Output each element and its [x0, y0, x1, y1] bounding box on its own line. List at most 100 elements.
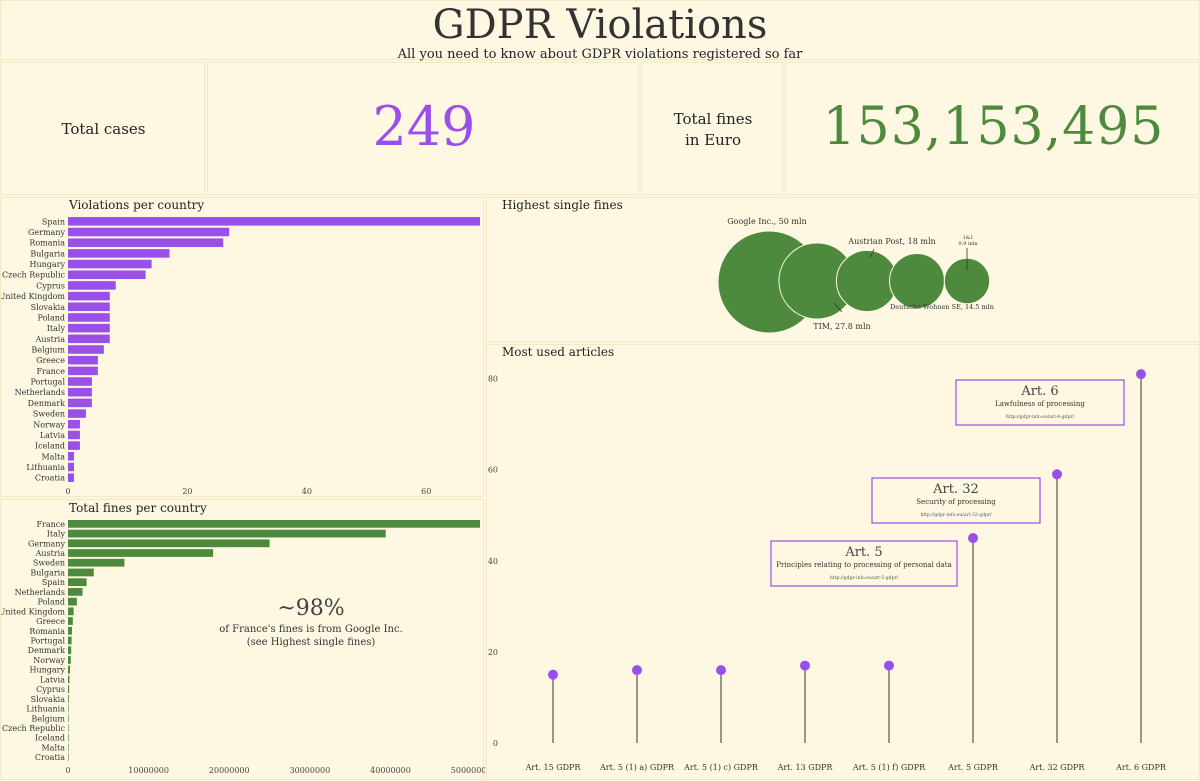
fines-bar: [68, 694, 69, 703]
fines-category-label: Cyprus: [36, 685, 65, 694]
article-callout-title: Art. 32: [932, 482, 979, 497]
violations-category-label: Iceland: [35, 442, 65, 451]
violations-tick-label: 0: [65, 487, 70, 496]
fines-bar: [68, 743, 69, 752]
bubble-label-deutsche-wohnen: Deutsche Wohnen SE, 14.5 mln: [890, 303, 994, 311]
bubble-label-1and1-value: 9.9 mln: [958, 241, 978, 247]
violations-bar: [68, 366, 98, 376]
fines-bar: [68, 607, 74, 616]
fines-category-label: Greece: [36, 617, 65, 626]
fines-category-label: Croatia: [35, 753, 65, 762]
total-fines-per-country-chart: FranceItalyGermanyAustriaSwedenBulgariaS…: [1, 520, 485, 775]
fines-tick-label: 40000000: [370, 766, 411, 775]
articles-y-tick-label: 20: [488, 648, 498, 657]
violations-category-label: Netherlands: [15, 388, 65, 397]
fines-category-label: Denmark: [28, 646, 65, 655]
violations-bar: [68, 334, 110, 344]
fines-tick-label: 0: [65, 766, 70, 775]
fines-chart-title: Total fines per country: [69, 501, 207, 515]
article-category-label: Art. 5 (1) a) GDPR: [599, 763, 675, 772]
fines-bar: [68, 617, 73, 625]
fines-category-label: Austria: [35, 549, 66, 558]
violations-bar: [68, 441, 80, 450]
fines-category-label: Lithuania: [26, 705, 65, 714]
violations-bar: [68, 227, 230, 237]
violations-bar: [68, 302, 110, 312]
violations-category-label: Belgium: [31, 346, 65, 355]
violations-bar: [68, 323, 110, 333]
articles-y-tick-label: 40: [488, 557, 498, 566]
fines-bar: [68, 568, 94, 577]
bubble-leader-tim: [833, 302, 843, 313]
fines-category-label: Spain: [42, 578, 65, 587]
violations-category-label: Hungary: [29, 260, 65, 269]
total-cases-value: 249: [372, 95, 476, 158]
fines-category-label: Netherlands: [15, 588, 65, 597]
article-category-label: Art. 5 (1) c) GDPR: [683, 763, 759, 772]
article-dot: [884, 660, 894, 671]
fine-bubble: [835, 249, 899, 313]
violations-category-label: France: [36, 367, 65, 376]
fines-bar: [68, 597, 77, 606]
violations-category-label: Romania: [29, 239, 65, 248]
article-dot: [548, 669, 558, 680]
article-dot: [1052, 469, 1062, 480]
total-cases-label: Total cases: [61, 120, 146, 138]
fines-category-label: Iceland: [35, 734, 65, 743]
highest-single-fines-chart: Google Inc., 50 mln TIM, 27.8 mln Austrian…: [717, 217, 994, 334]
violations-bar: [68, 313, 110, 322]
bubble-label-google: Google Inc., 50 mln: [727, 217, 806, 226]
fines-category-label: France: [36, 520, 65, 529]
violations-bar: [68, 259, 152, 269]
violations-category-label: Poland: [38, 313, 65, 322]
violations-category-label: Latvia: [40, 431, 65, 440]
violations-category-label: Croatia: [35, 474, 65, 483]
article-callout-url: http://gdpr-info.eu/art-5-gdpr/: [830, 575, 899, 581]
violations-category-label: Bulgaria: [30, 249, 65, 258]
violations-bar: [68, 249, 170, 258]
violations-bar: [68, 377, 92, 386]
total-fines-label: Total fines in Euro: [642, 109, 784, 151]
violations-category-label: Portugal: [30, 378, 65, 387]
single-fines-chart-title: Highest single fines: [502, 198, 623, 212]
violations-category-label: Italy: [47, 324, 66, 333]
violations-bar: [68, 355, 98, 365]
bubble-label-1and1-name: 1&1: [963, 235, 974, 241]
annotation-line1: of France's fines is from Google Inc.: [219, 624, 403, 635]
total-fines-label-line1: Total fines: [673, 110, 753, 128]
violations-bar: [68, 345, 104, 354]
fines-bar: [68, 733, 69, 742]
fines-tick-label: 30000000: [290, 766, 331, 775]
articles-y-tick-label: 0: [493, 739, 498, 748]
violations-bar: [68, 387, 92, 397]
fines-category-label: Sweden: [33, 559, 65, 568]
article-category-label: Art. 13 GDPR: [777, 763, 834, 772]
fines-value-panel: 153,153,495: [785, 62, 1200, 195]
violations-bar: [68, 473, 74, 482]
article-category-label: Art. 15 GDPR: [525, 763, 582, 772]
article-callout-url: http://gdpr-info.eu/art-32-gdpr/: [920, 512, 992, 518]
violations-bar: [68, 281, 116, 290]
articles-y-tick-label: 80: [488, 375, 498, 384]
violations-bar: [68, 270, 146, 280]
articles-y-tick-label: 60: [488, 466, 498, 475]
fines-bar: [68, 539, 270, 548]
cases-label-panel: Total cases: [0, 62, 205, 195]
article-callout-box: [955, 379, 1125, 426]
fines-category-label: Malta: [41, 743, 65, 752]
fines-category-label: Bulgaria: [30, 568, 65, 577]
article-callout-title: Art. 5: [844, 545, 882, 560]
violations-bar: [68, 452, 74, 461]
fines-bar: [68, 675, 70, 684]
violations-category-label: Slovakia: [31, 303, 66, 312]
page-subtitle: All you need to know about GDPR violatio…: [397, 47, 803, 62]
violations-category-label: Denmark: [28, 399, 65, 408]
article-callout-title: Art. 6: [1020, 384, 1058, 399]
violations-bar: [68, 238, 224, 247]
violations-bar: [68, 291, 110, 301]
fines-bar: [68, 714, 69, 723]
fines-bar: [68, 665, 71, 674]
violations-category-label: Czech Republic: [2, 271, 66, 280]
cases-value-panel: 249: [207, 62, 639, 195]
violations-bar: [68, 409, 86, 418]
